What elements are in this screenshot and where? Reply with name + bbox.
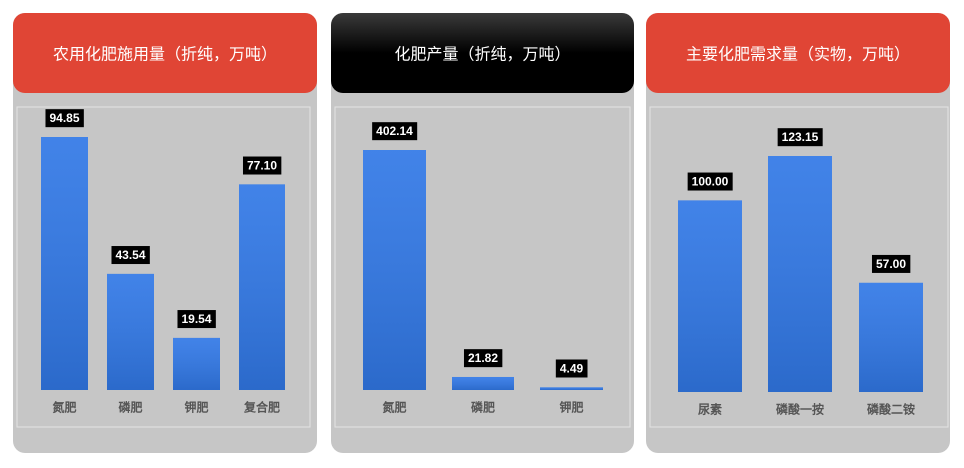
- value-label: 4.49: [560, 361, 584, 375]
- value-label-bg: [45, 109, 84, 128]
- panel-title: 主要化肥需求量（实物，万吨）: [686, 45, 910, 64]
- panel-title: 化肥产量（折纯，万吨）: [394, 45, 570, 64]
- bar-shade: [363, 150, 426, 390]
- value-label: 43.54: [115, 248, 145, 262]
- panel-header: [331, 13, 634, 93]
- panel-header: [646, 13, 950, 93]
- plot-area: [334, 106, 631, 428]
- bar-shade: [107, 273, 154, 390]
- bar-shade: [173, 337, 220, 390]
- category-label: 磷肥: [118, 400, 142, 415]
- category-label: 磷肥: [471, 400, 495, 415]
- value-label-bg: [687, 172, 733, 191]
- value-label: 57.00: [876, 257, 906, 271]
- category-label: 尿素: [698, 402, 722, 417]
- value-label-bg: [372, 122, 418, 141]
- category-label: 复合肥: [243, 400, 280, 415]
- value-label-bg: [177, 310, 216, 329]
- category-label: 磷酸二铵: [867, 402, 915, 417]
- bar-shade: [41, 137, 88, 390]
- value-label: 77.10: [247, 159, 277, 173]
- value-label-bg: [242, 156, 282, 175]
- bar-shade: [540, 387, 603, 390]
- value-label: 21.82: [468, 351, 498, 365]
- plot-area: [16, 106, 311, 428]
- value-label: 402.14: [376, 124, 413, 138]
- category-label: 氮肥: [52, 400, 76, 415]
- value-label: 100.00: [692, 175, 729, 189]
- value-label: 123.15: [782, 130, 819, 144]
- value-label-bg: [111, 246, 150, 265]
- bar-shade: [768, 156, 832, 392]
- category-label: 磷酸一按: [776, 402, 824, 417]
- bar-shade: [452, 376, 514, 390]
- value-label: 94.85: [49, 111, 79, 125]
- bar-shade: [678, 200, 742, 392]
- category-label: 钾肥: [184, 400, 208, 415]
- bar-shade: [239, 184, 285, 390]
- bar-shade: [859, 282, 923, 392]
- value-label: 19.54: [181, 312, 211, 326]
- value-label-bg: [777, 128, 823, 147]
- value-label-bg: [871, 254, 911, 273]
- category-label: 氮肥: [382, 400, 406, 415]
- category-label: 钾肥: [559, 400, 583, 415]
- plot-area: [649, 106, 949, 428]
- panel-title: 农用化肥施用量（折纯，万吨）: [53, 45, 277, 64]
- value-label-bg: [463, 349, 503, 368]
- panel-header: [13, 13, 317, 93]
- value-label-bg: [555, 359, 588, 378]
